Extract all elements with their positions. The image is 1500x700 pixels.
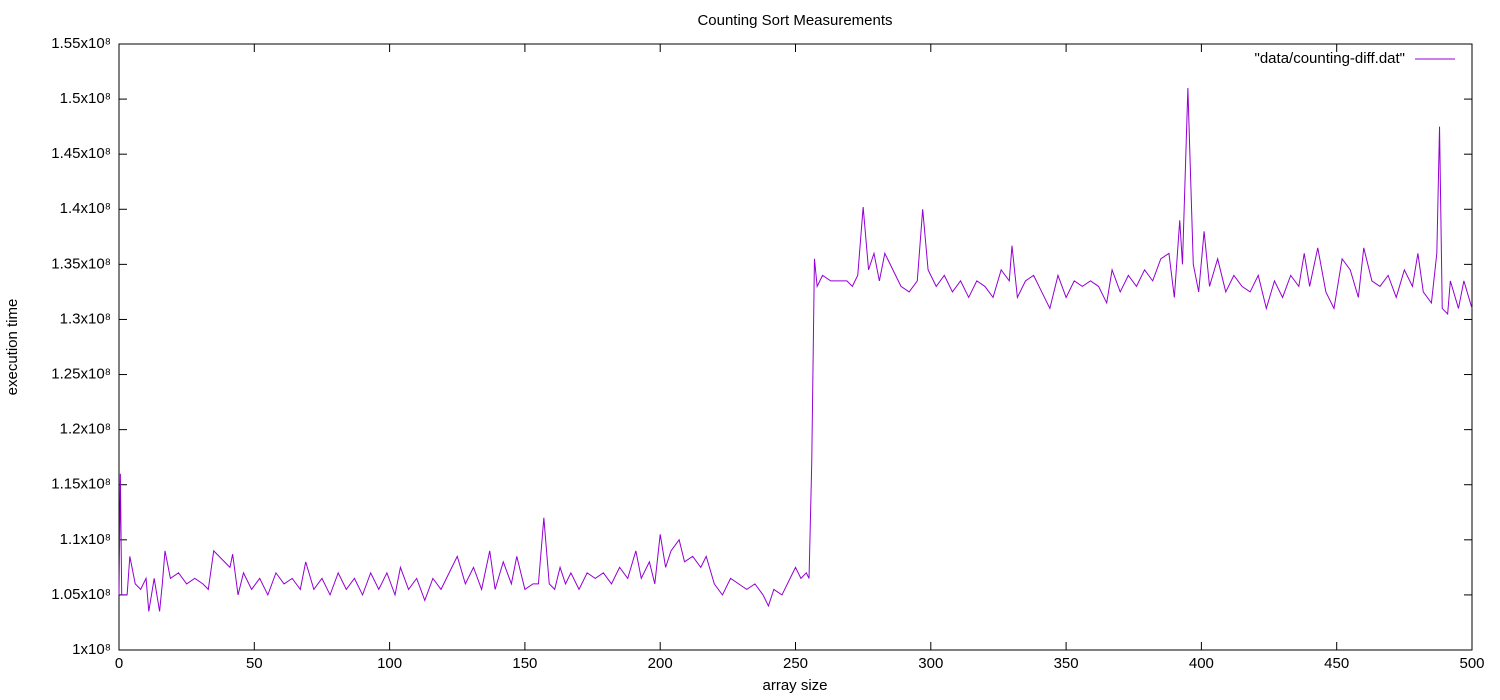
y-tick-label: 1.05x10⁸ [51, 586, 111, 603]
x-tick-label: 300 [918, 655, 943, 672]
x-tick-label: 200 [648, 655, 673, 672]
chart-title: Counting Sort Measurements [697, 12, 892, 29]
y-tick-label: 1x10⁸ [72, 641, 111, 658]
y-axis-label: execution time [4, 299, 21, 396]
x-axis-label: array size [762, 677, 827, 694]
x-tick-label: 250 [783, 655, 808, 672]
x-tick-label: 100 [377, 655, 402, 672]
x-tick-label: 500 [1459, 655, 1484, 672]
data-line [118, 88, 1473, 612]
x-tick-label: 450 [1324, 655, 1349, 672]
y-tick-label: 1.3x10⁸ [60, 310, 111, 327]
x-tick-label: 400 [1189, 655, 1214, 672]
x-tick-label: 150 [512, 655, 537, 672]
y-tick-label: 1.15x10⁸ [51, 476, 111, 493]
legend-label: "data/counting-diff.dat" [1255, 50, 1405, 67]
y-tick-label: 1.4x10⁸ [60, 200, 111, 217]
y-tick-label: 1.45x10⁸ [51, 145, 111, 162]
x-tick-label: 0 [115, 655, 123, 672]
plot-border [118, 43, 1473, 651]
y-tick-label: 1.35x10⁸ [51, 255, 111, 272]
y-tick-label: 1.55x10⁸ [51, 35, 111, 52]
x-tick-label: 350 [1054, 655, 1079, 672]
y-tick-label: 1.25x10⁸ [51, 366, 111, 383]
x-tick-label: 50 [246, 655, 263, 672]
y-tick-label: 1.5x10⁸ [60, 90, 111, 107]
y-tick-label: 1.2x10⁸ [60, 421, 111, 438]
y-tick-label: 1.1x10⁸ [60, 531, 111, 548]
